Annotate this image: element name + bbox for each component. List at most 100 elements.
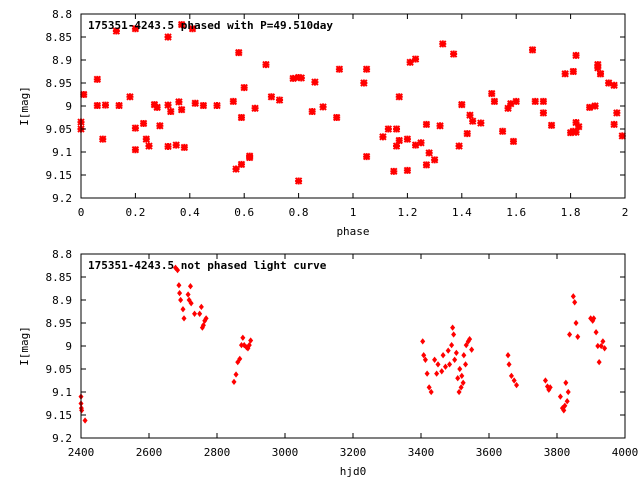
- data-point: [177, 105, 186, 114]
- data-point: [126, 93, 134, 101]
- x-tick-label: 0.8: [289, 206, 309, 219]
- data-point: [115, 101, 123, 110]
- data-point: [180, 306, 186, 313]
- data-point: [403, 135, 412, 143]
- data-point: [459, 372, 465, 380]
- data-point: [602, 345, 608, 352]
- data-point: [458, 100, 466, 109]
- x-tick-label: 3600: [476, 446, 503, 459]
- unphased-chart-title: 175351-4243.5 not phased light curve: [88, 259, 327, 272]
- x-tick-label: 2400: [68, 446, 95, 459]
- data-point: [142, 135, 150, 143]
- y-tick-label: 8.85: [46, 271, 73, 284]
- y-tick-label: 8.9: [52, 54, 72, 67]
- data-point: [335, 65, 344, 73]
- data-point: [262, 60, 270, 69]
- data-point: [564, 398, 570, 405]
- data-point: [453, 349, 459, 357]
- data-point: [528, 46, 537, 54]
- data-point: [618, 132, 626, 140]
- data-point: [131, 145, 140, 154]
- data-point: [506, 361, 512, 368]
- data-point: [557, 393, 563, 400]
- data-point: [153, 103, 161, 112]
- data-point: [455, 142, 463, 150]
- data-point: [164, 101, 172, 109]
- data-point: [424, 370, 430, 377]
- x-tick-label: 1.8: [561, 206, 581, 219]
- data-point: [461, 352, 467, 359]
- data-point: [445, 347, 451, 354]
- data-point: [93, 101, 102, 110]
- x-tick-label: 3400: [408, 446, 435, 459]
- data-point: [172, 141, 180, 149]
- data-point: [187, 283, 193, 290]
- data-point: [450, 324, 456, 331]
- data-point: [463, 129, 471, 138]
- data-point: [456, 388, 462, 396]
- y-tick-label: 9: [65, 100, 72, 113]
- data-point: [447, 361, 453, 368]
- data-point: [177, 289, 183, 297]
- phased-x-axis-label: phase: [336, 225, 369, 238]
- data-point: [188, 300, 194, 307]
- data-point: [411, 141, 420, 149]
- data-point: [248, 337, 254, 344]
- x-tick-label: 4000: [612, 446, 639, 459]
- unphased-x-axis-label: hjd0: [340, 465, 367, 478]
- data-point: [511, 377, 517, 384]
- data-point: [539, 97, 548, 106]
- data-point: [362, 65, 371, 73]
- data-point: [390, 167, 398, 176]
- y-tick-label: 9.2: [52, 192, 72, 205]
- phased-axis-ticks: 0 0.2 0.4 0.6 0.8 1 1.2 1.4 1.6 1.8 2 8.8 8.85 8.9 8.9…: [46, 8, 629, 219]
- data-point: [233, 371, 239, 378]
- phased-light-curve-panel: 0 0.2 0.4 0.6 0.8 1 1.2 1.4 1.6 1.8 2 8.8 8.85 8.9 8.9…: [18, 8, 628, 238]
- data-point: [422, 161, 431, 169]
- data-point: [426, 384, 432, 391]
- data-point: [308, 107, 316, 116]
- data-point: [539, 109, 548, 117]
- data-point: [610, 81, 618, 90]
- data-point: [101, 101, 110, 109]
- x-tick-label: 2: [622, 206, 629, 219]
- data-point: [477, 119, 485, 127]
- data-point: [294, 177, 303, 185]
- data-point: [131, 25, 140, 33]
- data-point: [139, 119, 148, 128]
- data-point: [507, 99, 515, 108]
- data-point: [598, 342, 604, 350]
- data-point: [93, 75, 102, 84]
- data-point: [596, 70, 605, 78]
- data-point: [572, 51, 580, 60]
- data-point: [360, 79, 368, 87]
- x-tick-label: 2600: [136, 446, 163, 459]
- data-point: [237, 160, 246, 169]
- data-point: [596, 358, 602, 366]
- x-tick-label: 1: [350, 206, 357, 219]
- data-point: [392, 142, 401, 150]
- x-tick-label: 3000: [272, 446, 299, 459]
- phased-chart-title: 175351-4243.5 phased with P=49.510day: [88, 19, 333, 32]
- data-point: [422, 120, 431, 129]
- data-point: [449, 50, 458, 58]
- unphased-light-curve-panel: 2400 2600 2800 3000 3200 3400 3600 3800 4000 8.8 8…: [18, 248, 638, 478]
- data-point: [186, 296, 192, 304]
- data-point: [436, 122, 444, 130]
- data-point: [213, 101, 221, 110]
- x-tick-label: 0.4: [180, 206, 200, 219]
- data-point: [181, 315, 187, 322]
- data-point: [362, 152, 371, 161]
- data-point: [490, 97, 499, 106]
- unphased-plot-frame: [80, 253, 626, 439]
- data-point: [591, 102, 599, 110]
- data-point: [504, 104, 512, 113]
- data-point: [600, 338, 606, 345]
- data-point: [185, 291, 191, 298]
- data-point: [505, 352, 511, 359]
- data-point: [411, 55, 420, 63]
- data-point: [235, 48, 243, 57]
- data-point: [379, 133, 387, 141]
- data-point: [203, 315, 209, 322]
- data-point: [237, 113, 246, 122]
